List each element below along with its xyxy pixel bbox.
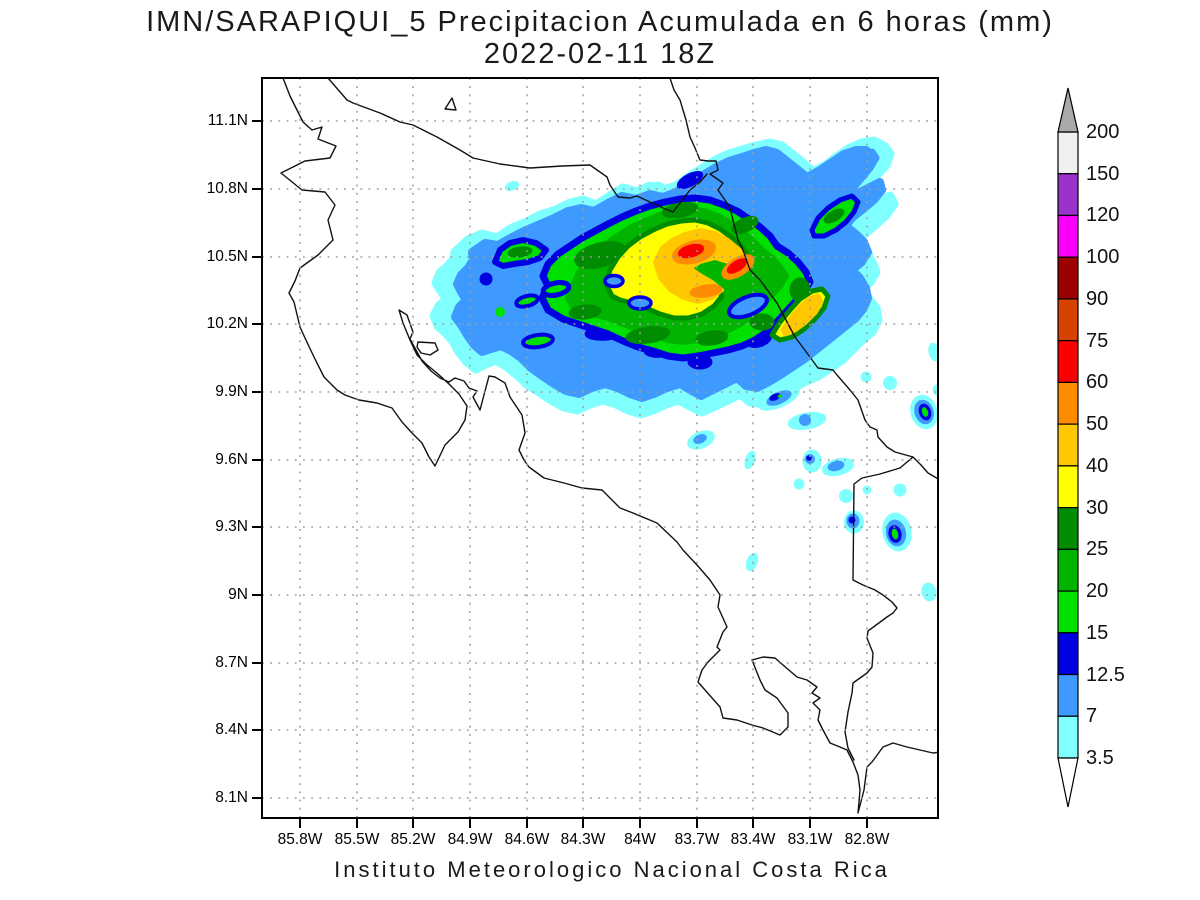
small-island-outline <box>444 97 457 111</box>
lon-label: 84W <box>624 831 656 848</box>
lat-label: 8.4N <box>215 721 248 738</box>
lat-label: 11.1N <box>207 112 248 129</box>
colorbar-segment <box>1057 381 1079 425</box>
panama-border <box>844 456 914 761</box>
colorbar-level-label: 12.5 <box>1086 663 1125 686</box>
colorbar-segment <box>1057 256 1079 300</box>
colorbar-segment <box>1057 340 1079 383</box>
colorbar-level-label: 3.5 <box>1086 747 1114 769</box>
colorbar-segment <box>1057 548 1079 592</box>
colorbar-level-label: 50 <box>1086 413 1109 436</box>
colorbar-level-label: 75 <box>1086 329 1109 352</box>
lon-label: 82.8W <box>844 831 890 848</box>
lon-label: 83.4W <box>730 831 776 848</box>
colorbar-level-label: 7 <box>1086 705 1098 728</box>
page-title: IMN/SARAPIQUI_5 Precipitacion Acumulada … <box>146 6 1054 38</box>
colorbar-level-label: 25 <box>1086 538 1109 561</box>
colorbar-level-label: 120 <box>1086 204 1120 227</box>
colorbar-level-label: 150 <box>1086 162 1120 185</box>
lat-label: 9.6N <box>215 451 248 468</box>
lon-label: 84.9W <box>447 831 493 848</box>
axis-ticks <box>252 120 868 828</box>
colorbar-segment <box>1057 173 1079 217</box>
lat-label: 10.8N <box>206 180 248 197</box>
colorbar-arrow-below <box>1057 757 1079 808</box>
lon-label: 85.2W <box>390 831 436 848</box>
colorbar-level-label: 200 <box>1086 121 1120 143</box>
grid-lines <box>262 78 938 818</box>
lon-label: 83.7W <box>674 831 720 848</box>
colorbar-level-label: 100 <box>1086 246 1120 269</box>
lon-label: 85.5W <box>334 831 380 848</box>
lat-label: 9.3N <box>215 518 248 535</box>
colorbar-segment <box>1057 423 1079 467</box>
lat-label: 8.1N <box>215 789 248 806</box>
nicaragua-border <box>327 78 708 213</box>
colorbar-segment <box>1057 131 1079 175</box>
lon-label: 84.3W <box>560 831 606 848</box>
colorbar-level-label: 15 <box>1086 621 1109 644</box>
lon-label: 83.1W <box>787 831 833 848</box>
lat-label: 10.5N <box>206 248 248 265</box>
pacific-coastline <box>280 78 938 814</box>
lon-label: 85.8W <box>277 831 323 848</box>
colorbar-segment <box>1057 590 1079 634</box>
colorbar-level-label: 20 <box>1086 580 1109 603</box>
lat-label: 9.9N <box>215 383 248 400</box>
isla-chira-outline <box>416 341 439 356</box>
colorbar-segment <box>1057 632 1079 676</box>
colorbar <box>1057 87 1079 808</box>
colorbar-level-label: 90 <box>1086 287 1109 310</box>
colorbar-segment <box>1057 465 1079 509</box>
lon-label: 84.6W <box>504 831 550 848</box>
colorbar-segment <box>1057 507 1079 550</box>
country-outlines <box>280 78 938 814</box>
colorbar-level-label: 40 <box>1086 454 1109 477</box>
lat-label: 8.7N <box>215 654 248 671</box>
colorbar-segment <box>1057 214 1079 258</box>
colorbar-level-label: 30 <box>1086 496 1109 519</box>
lat-label: 10.2N <box>206 315 248 332</box>
colorbar-segment <box>1057 298 1079 342</box>
lat-label: 9N <box>228 586 248 603</box>
map-frame <box>261 77 939 819</box>
colorbar-segment <box>1057 673 1079 717</box>
caption: Instituto Meteorologico Nacional Costa R… <box>334 857 890 882</box>
colorbar-arrow-above <box>1057 87 1079 133</box>
colorbar-segment <box>1057 715 1079 759</box>
title-datetime: 2022-02-11 18Z <box>483 38 717 70</box>
precipitation-field <box>429 136 938 602</box>
caribbean-coastline <box>669 78 938 480</box>
colorbar-level-label: 60 <box>1086 371 1109 394</box>
